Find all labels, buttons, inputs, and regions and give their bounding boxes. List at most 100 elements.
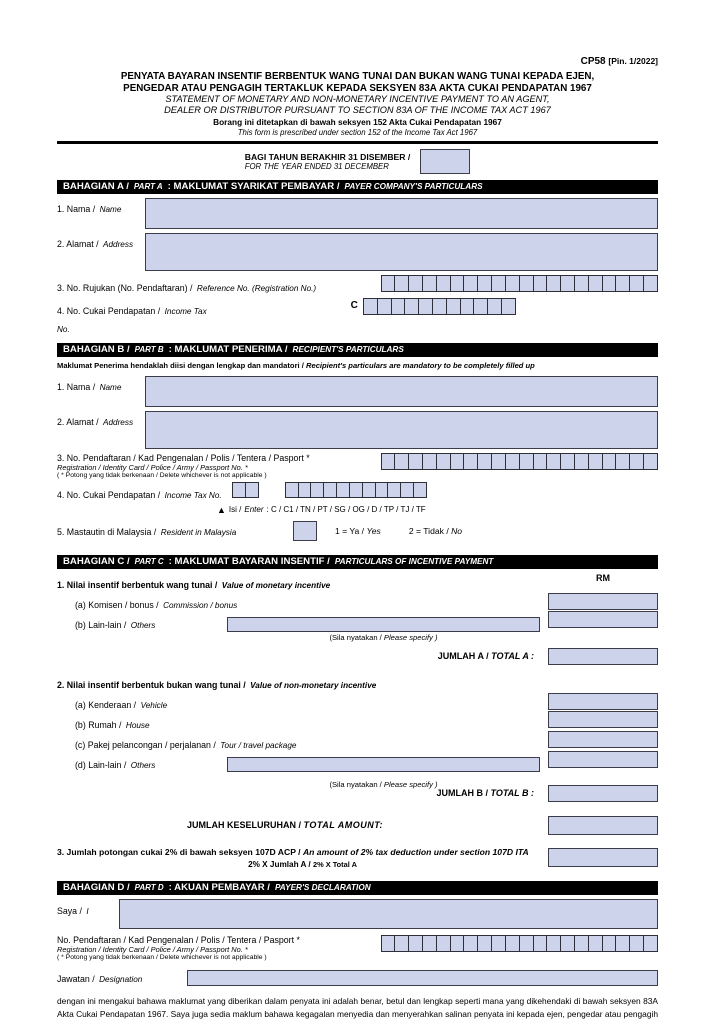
declarant-name-input[interactable]	[119, 898, 658, 929]
recipient-taxno-row: 4. No. Cukai Pendapatan / Income Tax No.	[57, 481, 658, 503]
char-cell[interactable]	[477, 452, 493, 470]
char-cell[interactable]	[573, 934, 589, 952]
char-cell[interactable]	[491, 934, 507, 952]
char-cell[interactable]	[463, 934, 479, 952]
char-cell[interactable]	[449, 452, 465, 470]
char-cell[interactable]	[615, 934, 631, 952]
char-cell[interactable]	[629, 934, 645, 952]
char-cell[interactable]	[573, 274, 589, 292]
char-cell[interactable]	[449, 274, 465, 292]
nonmonetary-others-specify-input[interactable]	[227, 756, 540, 772]
char-cell[interactable]	[587, 274, 603, 292]
char-cell[interactable]	[487, 297, 503, 315]
char-cell[interactable]	[449, 934, 465, 952]
char-cell[interactable]	[376, 297, 392, 315]
char-cell[interactable]	[431, 297, 447, 315]
char-cell[interactable]	[504, 274, 520, 292]
house-row: (b) Rumah / House	[57, 711, 658, 733]
commission-row: (a) Komisen / bonus / Commission / bonus	[57, 592, 658, 613]
char-cell[interactable]	[408, 452, 424, 470]
char-cell[interactable]	[491, 274, 507, 292]
char-cell[interactable]	[546, 274, 562, 292]
payer-name-input[interactable]	[145, 197, 658, 229]
char-cell[interactable]	[504, 452, 520, 470]
char-cell[interactable]	[573, 452, 589, 470]
char-cell[interactable]	[615, 274, 631, 292]
char-cell[interactable]	[587, 934, 603, 952]
char-cell[interactable]	[394, 452, 410, 470]
tour-amount-input[interactable]	[548, 731, 658, 749]
char-cell[interactable]	[422, 452, 437, 470]
char-cell[interactable]	[473, 297, 489, 315]
char-cell[interactable]	[435, 452, 451, 470]
char-cell[interactable]	[532, 934, 548, 952]
char-cell[interactable]	[518, 452, 534, 470]
char-cell[interactable]	[615, 452, 631, 470]
char-cell[interactable]	[390, 297, 406, 315]
char-cell[interactable]	[422, 274, 437, 292]
char-cell[interactable]	[560, 934, 576, 952]
char-cell[interactable]	[601, 274, 617, 292]
char-cell[interactable]	[463, 452, 479, 470]
resident-input[interactable]	[293, 520, 317, 541]
year-label: BAGI TAHUN BERAKHIR 31 DISEMBER / FOR TH…	[244, 151, 411, 171]
char-cell[interactable]	[459, 297, 475, 315]
vehicle-amount-input[interactable]	[548, 692, 658, 710]
char-cell[interactable]	[546, 452, 562, 470]
grand-total-input[interactable]	[548, 815, 658, 835]
total-a-input[interactable]	[548, 647, 658, 665]
char-cell[interactable]	[394, 934, 410, 952]
total-b-input[interactable]	[548, 784, 658, 802]
year-input[interactable]	[420, 148, 471, 174]
char-cell[interactable]	[532, 452, 548, 470]
char-cell[interactable]	[601, 934, 617, 952]
char-cell[interactable]	[643, 452, 658, 470]
char-cell[interactable]	[418, 297, 434, 315]
char-cell[interactable]	[404, 297, 420, 315]
recipient-address-input[interactable]	[145, 410, 658, 449]
char-cell[interactable]	[518, 934, 534, 952]
house-amount-input[interactable]	[548, 711, 658, 729]
char-cell[interactable]	[422, 934, 437, 952]
tax-deduction-input[interactable]	[548, 848, 658, 868]
char-cell[interactable]	[244, 481, 259, 498]
recipient-taxno-prefix-grid	[232, 481, 259, 498]
char-cell[interactable]	[408, 934, 424, 952]
char-cell[interactable]	[435, 274, 451, 292]
monetary-others-specify-input[interactable]	[227, 616, 540, 632]
payer-taxno-label: 4. No. Cukai Pendapatan / Income Tax No.	[57, 305, 207, 334]
char-cell[interactable]	[380, 274, 396, 292]
char-cell[interactable]	[412, 481, 427, 498]
char-cell[interactable]	[643, 274, 658, 292]
char-cell[interactable]	[491, 452, 507, 470]
payer-address-input[interactable]	[145, 232, 658, 271]
char-cell[interactable]	[477, 274, 493, 292]
char-cell[interactable]	[463, 274, 479, 292]
char-cell[interactable]	[629, 452, 645, 470]
char-cell[interactable]	[532, 274, 548, 292]
char-cell[interactable]	[501, 297, 516, 315]
char-cell[interactable]	[380, 452, 396, 470]
char-cell[interactable]	[435, 934, 451, 952]
char-cell[interactable]	[362, 297, 378, 315]
commission-amount-input[interactable]	[548, 592, 658, 610]
char-cell[interactable]	[477, 934, 493, 952]
char-cell[interactable]	[643, 934, 658, 952]
nonmonetary-others-amount-input[interactable]	[548, 751, 658, 769]
char-cell[interactable]	[380, 934, 396, 952]
char-cell[interactable]	[504, 934, 520, 952]
monetary-others-amount-input[interactable]	[548, 611, 658, 629]
char-cell[interactable]	[445, 297, 461, 315]
char-cell[interactable]	[518, 274, 534, 292]
char-cell[interactable]	[408, 274, 424, 292]
char-cell[interactable]	[394, 274, 410, 292]
char-cell[interactable]	[629, 274, 645, 292]
nonmonetary-others-label: (d) Lain-lain / Others	[75, 759, 156, 770]
char-cell[interactable]	[560, 452, 576, 470]
designation-input[interactable]	[187, 969, 658, 986]
char-cell[interactable]	[587, 452, 603, 470]
char-cell[interactable]	[560, 274, 576, 292]
char-cell[interactable]	[601, 452, 617, 470]
recipient-name-input[interactable]	[145, 375, 658, 407]
char-cell[interactable]	[546, 934, 562, 952]
